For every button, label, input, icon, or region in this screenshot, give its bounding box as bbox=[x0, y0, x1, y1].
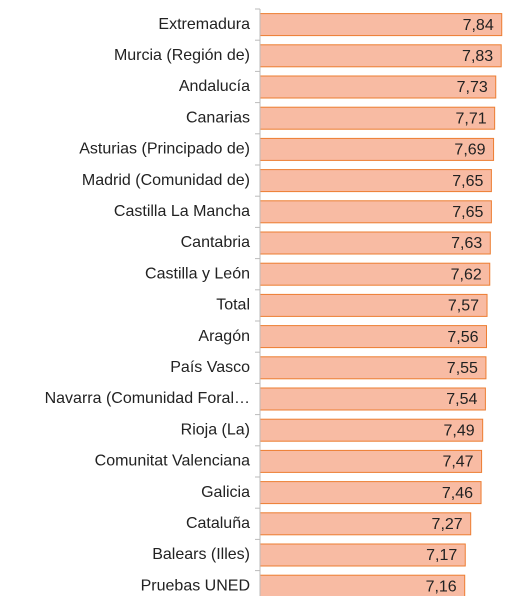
category-label: Navarra (Comunidad Foral… bbox=[45, 390, 250, 407]
value-label: 7,27 bbox=[432, 516, 463, 533]
value-label: 7,65 bbox=[452, 173, 483, 190]
category-label: País Vasco bbox=[170, 359, 250, 376]
category-label: Rioja (La) bbox=[181, 421, 250, 438]
value-label: 7,49 bbox=[444, 422, 475, 439]
value-label: 7,65 bbox=[452, 204, 483, 221]
category-label: Comunitat Valenciana bbox=[95, 453, 250, 470]
category-label: Pruebas UNED bbox=[141, 577, 250, 594]
value-label: 7,16 bbox=[426, 578, 457, 595]
value-label: 7,69 bbox=[454, 142, 485, 159]
value-label: 7,71 bbox=[456, 110, 487, 127]
value-label: 7,17 bbox=[426, 547, 457, 564]
value-label: 7,46 bbox=[442, 485, 473, 502]
value-label: 7,83 bbox=[462, 48, 493, 65]
category-label: Cataluña bbox=[186, 515, 250, 532]
category-label: Extremadura bbox=[158, 16, 250, 33]
value-label: 7,56 bbox=[447, 329, 478, 346]
value-label: 7,54 bbox=[446, 391, 477, 408]
category-label: Asturias (Principado de) bbox=[79, 141, 250, 158]
category-label: Castilla La Mancha bbox=[114, 203, 250, 220]
value-label: 7,55 bbox=[447, 360, 478, 377]
category-label: Cantabria bbox=[181, 234, 250, 251]
value-label: 7,84 bbox=[463, 17, 494, 34]
value-label: 7,62 bbox=[451, 266, 482, 283]
category-label: Total bbox=[216, 297, 250, 314]
category-label: Murcia (Región de) bbox=[114, 47, 250, 64]
value-label: 7,57 bbox=[448, 298, 479, 315]
category-label: Andalucía bbox=[179, 78, 250, 95]
category-label: Aragón bbox=[198, 328, 250, 345]
value-label: 7,73 bbox=[457, 79, 488, 96]
category-label: Balears (Illes) bbox=[152, 546, 250, 563]
category-label: Castilla y León bbox=[145, 265, 250, 282]
category-label: Galicia bbox=[201, 484, 250, 501]
value-label: 7,63 bbox=[451, 235, 482, 252]
category-label: Madrid (Comunidad de) bbox=[82, 172, 250, 189]
category-label: Canarias bbox=[186, 109, 250, 126]
value-label: 7,47 bbox=[442, 454, 473, 471]
